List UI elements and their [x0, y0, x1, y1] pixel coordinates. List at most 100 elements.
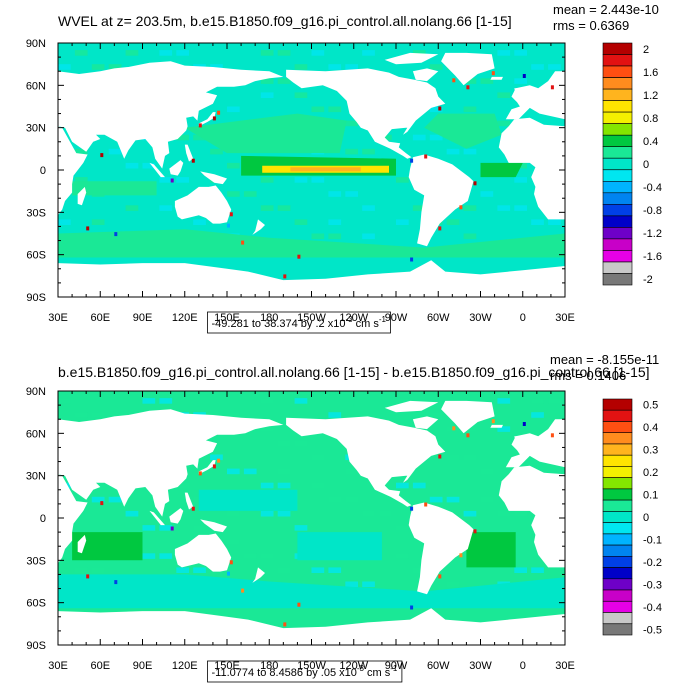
- field-cell: [345, 468, 358, 475]
- field-cell: [74, 50, 88, 56]
- field-cell: [277, 205, 291, 211]
- coastal-extreme-cell: [491, 419, 495, 424]
- field-cell: [345, 148, 358, 155]
- land-philippines: [184, 144, 194, 162]
- colorbar-box: [602, 181, 633, 194]
- colorbar-box: [602, 215, 633, 228]
- x-tick-label: 180: [260, 660, 278, 672]
- coastal-extreme-cell: [227, 571, 230, 576]
- field-cell: [446, 496, 460, 503]
- land-new-guinea: [200, 171, 227, 185]
- x-tick-label: 30W: [469, 312, 492, 324]
- colorbar-box: [602, 134, 633, 147]
- land-baffin: [412, 416, 439, 430]
- field-cell: [345, 581, 358, 588]
- field-cell: [294, 525, 308, 531]
- field-cell: [514, 205, 527, 211]
- plot-title: WVEL at z= 203.5m, b.e15.B1850.f09_g16.p…: [58, 13, 512, 29]
- coastal-extreme-cell: [466, 433, 470, 438]
- colorbar-box: [602, 157, 633, 170]
- field-cell: [91, 496, 105, 503]
- colorbar-box: [602, 169, 633, 182]
- field-cell: [159, 205, 173, 211]
- indian-ocean-diff-region: [72, 532, 143, 561]
- coastal-extreme-cell: [212, 464, 216, 469]
- field-cell: [227, 468, 240, 475]
- y-tick-label: 30N: [26, 123, 46, 135]
- land-antarctica: [58, 608, 565, 645]
- field-cell: [58, 219, 71, 225]
- field-cell: [379, 510, 392, 517]
- field-cell: [514, 177, 527, 183]
- land-europe: [505, 71, 565, 120]
- coastal-extreme-cell: [229, 212, 233, 217]
- field-cell: [125, 205, 139, 211]
- field-cell: [277, 482, 291, 489]
- coastal-extreme-cell: [438, 226, 442, 231]
- range-label: -49.281 to 38.374 by .2 x10-3 cm s-1: [212, 315, 387, 330]
- field-cell: [193, 219, 206, 225]
- field-cell: [243, 191, 257, 197]
- colorbar-box: [602, 100, 633, 113]
- field-cell: [159, 177, 173, 183]
- land-africa: [498, 117, 565, 220]
- field-cell: [412, 50, 426, 56]
- y-tick-label: 0: [40, 513, 46, 525]
- colorbar-box: [602, 623, 633, 636]
- y-tick-label: 90N: [26, 386, 46, 398]
- north-pacific-positive-region: [184, 113, 347, 154]
- coastal-extreme-cell: [410, 506, 414, 511]
- coastal-extreme-cell: [170, 178, 174, 183]
- colorbar-label: 0.1: [643, 490, 658, 502]
- x-tick-label: 0: [520, 660, 526, 672]
- field-cell: [176, 50, 189, 56]
- coastal-extreme-cell: [229, 560, 233, 565]
- field-cell: [142, 553, 156, 559]
- field-cell: [294, 219, 308, 225]
- land-iceland: [490, 76, 503, 80]
- field-cell: [379, 134, 392, 141]
- field-cell: [531, 398, 544, 404]
- coastal-extreme-cell: [459, 553, 463, 558]
- coastal-extreme-cell: [491, 71, 495, 76]
- field-cell: [260, 398, 274, 404]
- field-cell: [294, 92, 308, 98]
- field-cell: [74, 177, 88, 183]
- colorbar-box: [602, 111, 633, 124]
- land-new-guinea: [200, 519, 227, 533]
- range-label: -11.0774 to 8.4586 by .05 x10-3 cm s-1: [212, 664, 398, 679]
- colorbar-box: [602, 250, 633, 263]
- land-iceland: [490, 424, 503, 428]
- colorbar-box: [602, 192, 633, 205]
- field-cell: [260, 553, 274, 559]
- colorbar-box: [602, 567, 633, 580]
- colorbar-label: 0.3: [643, 445, 658, 457]
- field-cell: [429, 106, 443, 113]
- indian-ocean-band: [72, 181, 157, 196]
- field-cell: [125, 162, 139, 169]
- field-cell: [429, 64, 443, 70]
- field-cell: [210, 454, 223, 461]
- colorbar-box: [602, 488, 633, 501]
- field-cell: [480, 496, 494, 503]
- field-cell: [345, 64, 358, 70]
- field-cell: [396, 525, 409, 531]
- coastal-extreme-cell: [466, 85, 470, 90]
- field-cell: [91, 412, 105, 418]
- colorbar-label: 0: [643, 159, 649, 171]
- field-cell: [193, 134, 206, 141]
- field-cell: [294, 64, 308, 70]
- colorbar-label: -1.2: [643, 228, 662, 240]
- colorbar-label: 0.8: [643, 113, 658, 125]
- field-cell: [463, 233, 477, 240]
- field-cell: [159, 553, 173, 559]
- coastal-extreme-cell: [212, 116, 216, 121]
- field-cell: [108, 496, 122, 503]
- field-cell: [362, 148, 375, 155]
- field-cell: [176, 567, 189, 573]
- field-cell: [463, 78, 477, 84]
- y-tick-label: 60N: [26, 80, 46, 92]
- field-cell: [260, 205, 274, 211]
- y-tick-label: 60S: [26, 598, 46, 610]
- field-cell: [345, 496, 358, 503]
